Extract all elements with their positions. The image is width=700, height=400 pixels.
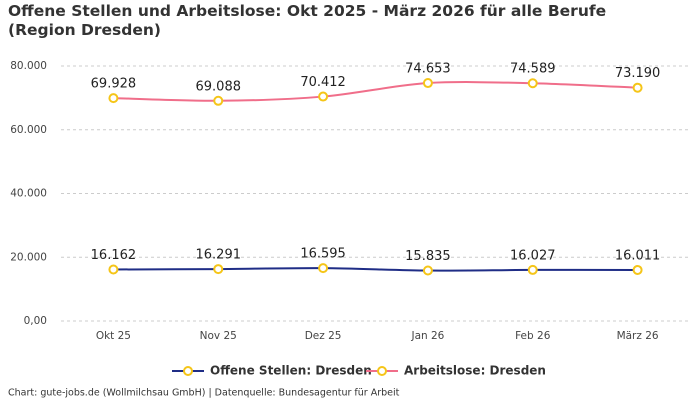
legend-label[interactable]: Offene Stellen: Dresden — [210, 364, 372, 378]
data-label: 16.027 — [510, 248, 556, 263]
data-point — [422, 78, 433, 89]
x-tick-label: Dez 25 — [305, 330, 342, 342]
data-label: 16.162 — [91, 248, 137, 263]
legend-marker[interactable] — [377, 366, 387, 376]
data-point — [422, 265, 433, 276]
series-line — [113, 81, 638, 102]
y-tick-label: 0,00 — [24, 315, 47, 327]
data-point — [318, 91, 329, 102]
data-label: 74.653 — [405, 62, 451, 77]
data-label: 15.835 — [405, 249, 451, 264]
data-label: 16.011 — [615, 248, 661, 263]
data-point — [632, 82, 643, 93]
data-label: 70.412 — [300, 75, 346, 90]
data-point — [108, 264, 119, 275]
x-tick-label: Feb 26 — [515, 330, 551, 342]
data-label: 69.928 — [91, 77, 137, 92]
data-point — [213, 264, 224, 275]
chart-title: Offene Stellen und Arbeitslose: Okt 2025… — [8, 2, 607, 39]
y-tick-label: 60.000 — [10, 124, 47, 136]
data-point — [108, 93, 119, 104]
data-point — [213, 95, 224, 106]
series-line — [113, 267, 638, 272]
data-point — [527, 264, 538, 275]
x-tick-label: Nov 25 — [200, 330, 237, 342]
x-tick-label: Jan 26 — [410, 330, 444, 342]
data-point — [527, 78, 538, 89]
data-label: 73.190 — [615, 66, 661, 81]
y-tick-label: 40.000 — [10, 188, 47, 200]
data-label: 16.291 — [196, 248, 242, 263]
data-label: 74.589 — [510, 62, 556, 77]
data-label: 16.595 — [300, 247, 346, 262]
footer: Chart: gute-jobs.de (Wollmilchsau GmbH) … — [8, 388, 400, 399]
x-tick-label: Okt 25 — [96, 330, 131, 342]
y-tick-label: 80.000 — [10, 60, 47, 72]
legend-marker[interactable] — [183, 366, 193, 376]
legend-label[interactable]: Arbeitslose: Dresden — [404, 364, 546, 378]
data-point — [632, 264, 643, 275]
y-tick-label: 20.000 — [10, 251, 47, 263]
x-tick-label: März 26 — [617, 330, 659, 342]
data-point — [318, 263, 329, 274]
data-label: 69.088 — [196, 79, 242, 94]
